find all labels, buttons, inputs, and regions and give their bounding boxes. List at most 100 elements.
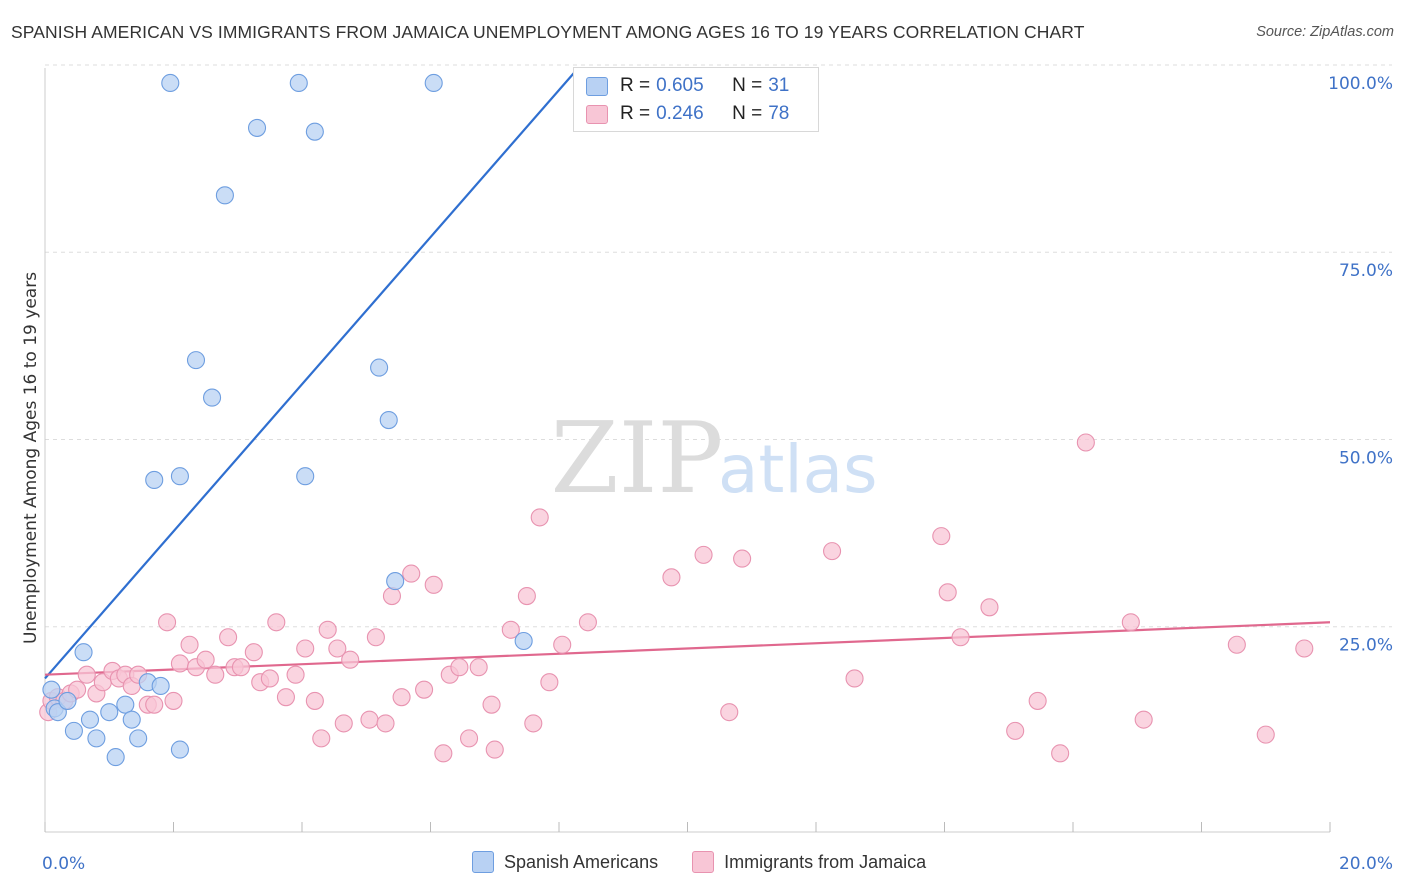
jamaica-point[interactable] <box>424 575 443 594</box>
spanish-american-point[interactable] <box>170 740 189 759</box>
jamaica-point[interactable] <box>434 744 453 763</box>
legend-label: Spanish Americans <box>504 851 659 872</box>
jamaica-point[interactable] <box>1227 635 1246 654</box>
spanish-american-point[interactable] <box>122 710 141 729</box>
spanish-american-point[interactable] <box>186 351 206 370</box>
legend-n-label: N = <box>732 103 763 124</box>
jamaica-point[interactable] <box>296 639 315 658</box>
jamaica-point[interactable] <box>469 658 488 677</box>
jamaica-point[interactable] <box>318 620 337 639</box>
jamaica-point[interactable] <box>341 650 360 669</box>
spanish-american-point[interactable] <box>100 703 119 722</box>
jamaica-point[interactable] <box>1256 725 1275 744</box>
legend-r-value: 0.605 <box>656 75 704 96</box>
jamaica-point[interactable] <box>694 545 713 564</box>
jamaica-point[interactable] <box>328 639 347 658</box>
jamaica-point[interactable] <box>951 628 970 647</box>
y-axis-label: Unemployment Among Ages 16 to 19 years <box>21 272 41 644</box>
jamaica-point[interactable] <box>1051 744 1070 763</box>
jamaica-point[interactable] <box>231 658 251 677</box>
spanish-american-point[interactable] <box>42 680 61 699</box>
spanish-american-point[interactable] <box>87 729 106 748</box>
jamaica-point[interactable] <box>392 688 411 707</box>
y-tick-label: 100.0% <box>1328 74 1393 94</box>
jamaica-point[interactable] <box>980 598 999 617</box>
jamaica-point[interactable] <box>1121 613 1140 632</box>
jamaica-point[interactable] <box>382 587 402 606</box>
jamaica-point[interactable] <box>1295 639 1314 658</box>
jamaica-point[interactable] <box>485 740 504 759</box>
jamaica-point[interactable] <box>450 658 469 677</box>
jamaica-point[interactable] <box>402 564 421 583</box>
jamaica-point[interactable] <box>170 654 189 673</box>
jamaica-point[interactable] <box>1006 721 1025 740</box>
spanish-american-point[interactable] <box>247 118 267 137</box>
jamaica-point[interactable] <box>662 568 681 587</box>
spanish-american-point[interactable] <box>129 729 148 748</box>
spanish-american-point[interactable] <box>106 748 125 767</box>
spanish-american-point[interactable] <box>151 676 170 695</box>
jamaica-point[interactable] <box>578 613 597 632</box>
jamaica-point[interactable] <box>459 729 479 748</box>
jamaica-point[interactable] <box>415 680 434 699</box>
jamaica-point[interactable] <box>1076 433 1095 452</box>
jamaica-point[interactable] <box>180 635 199 654</box>
spanish-american-point[interactable] <box>116 695 135 714</box>
jamaica-point[interactable] <box>312 729 331 748</box>
legend-item-spanish-americans[interactable]: Spanish Americans <box>472 851 658 873</box>
jamaica-point[interactable] <box>206 665 225 684</box>
jamaica-point[interactable] <box>501 620 520 639</box>
legend-item-jamaica[interactable]: Immigrants from Jamaica <box>692 851 926 873</box>
jamaica-point[interactable] <box>286 665 305 684</box>
jamaica-point[interactable] <box>244 643 263 662</box>
jamaica-point[interactable] <box>845 669 864 688</box>
spanish-american-point[interactable] <box>203 388 222 407</box>
source-label: Source: ZipAtlas.com <box>1256 24 1394 40</box>
jamaica-point[interactable] <box>932 527 951 546</box>
y-tick-label: 25.0% <box>1339 636 1393 656</box>
spanish-american-point[interactable] <box>145 470 164 490</box>
jamaica-point[interactable] <box>219 628 238 647</box>
jamaica-point[interactable] <box>158 613 177 632</box>
jamaica-point[interactable] <box>540 673 559 692</box>
jamaica-point[interactable] <box>720 703 739 722</box>
jamaica-point[interactable] <box>164 691 183 710</box>
spanish-american-point[interactable] <box>80 710 100 729</box>
spanish-american-point[interactable] <box>379 410 398 430</box>
spanish-american-point[interactable] <box>514 631 533 651</box>
jamaica-point[interactable] <box>196 650 215 669</box>
jamaica-point[interactable] <box>145 695 164 714</box>
jamaica-point[interactable] <box>360 710 379 729</box>
jamaica-point[interactable] <box>1028 691 1047 710</box>
jamaica-point[interactable] <box>823 542 842 561</box>
jamaica-point[interactable] <box>305 691 324 710</box>
spanish-american-point[interactable] <box>386 572 405 591</box>
jamaica-point[interactable] <box>366 628 385 647</box>
spanish-american-point[interactable] <box>170 467 189 486</box>
jamaica-point[interactable] <box>77 665 96 684</box>
spanish-american-point[interactable] <box>161 73 180 93</box>
jamaica-point[interactable] <box>334 714 353 733</box>
jamaica-point[interactable] <box>517 587 536 606</box>
jamaica-point[interactable] <box>530 508 549 527</box>
spanish-american-point[interactable] <box>64 721 83 740</box>
spanish-american-point[interactable] <box>215 186 234 205</box>
jamaica-point[interactable] <box>1134 710 1153 729</box>
jamaica-point[interactable] <box>260 669 279 688</box>
spanish-american-point[interactable] <box>370 358 389 377</box>
spanish-american-point[interactable] <box>424 73 443 93</box>
jamaica-point[interactable] <box>524 714 543 733</box>
jamaica-point[interactable] <box>938 583 957 602</box>
jamaica-point[interactable] <box>733 549 752 568</box>
spanish-american-point[interactable] <box>305 122 324 141</box>
jamaica-trendline <box>44 621 1331 676</box>
spanish-american-point[interactable] <box>296 467 315 486</box>
jamaica-point[interactable] <box>376 714 395 733</box>
spanish-american-point[interactable] <box>74 643 93 662</box>
spanish-american-point[interactable] <box>58 691 77 710</box>
jamaica-point[interactable] <box>276 688 295 707</box>
spanish-american-point[interactable] <box>289 73 308 93</box>
jamaica-point[interactable] <box>482 695 501 714</box>
jamaica-point[interactable] <box>553 635 572 654</box>
jamaica-point[interactable] <box>267 613 286 632</box>
